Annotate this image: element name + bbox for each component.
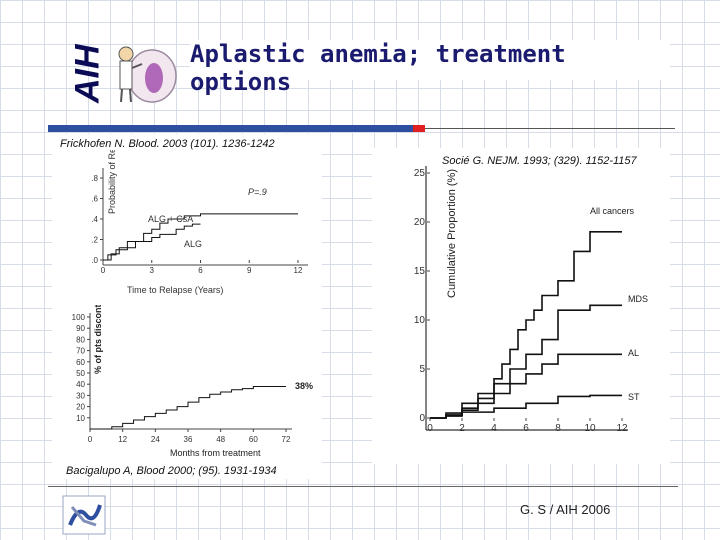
citation-frickhofen: Frickhofen N. Blood. 2003 (101). 1236-12… bbox=[60, 138, 275, 150]
x-tick-label: 48 bbox=[216, 435, 225, 444]
series-line-0 bbox=[90, 385, 286, 430]
header-rule-bar bbox=[48, 125, 413, 132]
series-label-0: All cancers bbox=[590, 206, 635, 216]
x-tick-label: 12 bbox=[616, 423, 628, 434]
y-tick-label: 20 bbox=[414, 217, 426, 228]
y-tick-label: 15 bbox=[414, 266, 426, 277]
y-tick-label: 0 bbox=[419, 413, 425, 424]
left-figure-panel bbox=[52, 134, 322, 479]
series-label-2: AL bbox=[628, 348, 639, 358]
series-line-0 bbox=[430, 231, 622, 419]
y-tick-label: 10 bbox=[76, 414, 85, 423]
x-tick-label: 8 bbox=[555, 423, 561, 434]
relapse-series-label-alg-csa: ALG + CsA bbox=[148, 214, 193, 224]
x-tick-label: 0 bbox=[427, 423, 433, 434]
doctor-cartoon-icon bbox=[118, 46, 177, 103]
y-tick-label: 25 bbox=[414, 168, 426, 179]
footer-rule bbox=[48, 486, 678, 487]
citation-bacigalupo: Bacigalupo A, Blood 2000; (95). 1931-193… bbox=[66, 465, 277, 477]
x-tick-label: 6 bbox=[198, 266, 203, 275]
y-tick-label: .8 bbox=[91, 174, 98, 183]
y-tick-label: 80 bbox=[76, 335, 85, 344]
x-tick-label: 0 bbox=[88, 435, 93, 444]
relapse-chart-xlabel: Time to Relapse (Years) bbox=[127, 285, 223, 295]
x-tick-label: 12 bbox=[294, 266, 303, 275]
series-label-1: MDS bbox=[628, 294, 648, 304]
x-tick-label: 6 bbox=[523, 423, 529, 434]
x-tick-label: 0 bbox=[101, 266, 106, 275]
y-tick-label: 50 bbox=[76, 369, 85, 378]
x-tick-label: 3 bbox=[150, 266, 155, 275]
x-tick-label: 4 bbox=[491, 423, 497, 434]
x-tick-label: 60 bbox=[249, 435, 258, 444]
cya-chart-ylabel: % of pts discontinuing CyA bbox=[93, 305, 103, 374]
y-tick-label: .6 bbox=[91, 195, 98, 204]
y-tick-label: .2 bbox=[91, 236, 98, 245]
header-rule-accent bbox=[413, 125, 425, 132]
institution-logo-icon bbox=[62, 495, 106, 535]
relapse-series-label-alg: ALG bbox=[184, 239, 202, 249]
y-tick-label: 40 bbox=[76, 380, 85, 389]
x-tick-label: 72 bbox=[282, 435, 291, 444]
header-rule-line bbox=[425, 128, 675, 129]
cya-chart: 10 20 30 40 50 60 70 80 90 100 0 12 24 36 48 60 72 % of… bbox=[72, 305, 313, 458]
y-tick-label: 20 bbox=[76, 403, 85, 412]
page-title: Aplastic anemia; treatment options bbox=[190, 40, 670, 96]
relapse-chart: .0 .2 .4 .6 .8 0 3 6 9 12 Probability of Relapse… bbox=[91, 150, 308, 295]
series-line-0 bbox=[103, 213, 298, 261]
y-tick-label: 5 bbox=[419, 364, 425, 375]
x-tick-label: 12 bbox=[118, 435, 127, 444]
cya-chart-annotation: 38% bbox=[295, 381, 313, 391]
footer-credit: G. S / AIH 2006 bbox=[520, 502, 611, 517]
series-line-1 bbox=[103, 223, 201, 261]
y-tick-label: 100 bbox=[72, 313, 86, 322]
y-tick-label: 90 bbox=[76, 324, 85, 333]
cya-chart-xlabel: Months from treatment bbox=[170, 448, 261, 458]
x-tick-label: 10 bbox=[584, 423, 596, 434]
series-label-3: ST bbox=[628, 392, 640, 402]
x-tick-label: 9 bbox=[247, 266, 252, 275]
relapse-chart-annotation: P=.9 bbox=[248, 187, 267, 197]
y-tick-label: 10 bbox=[414, 315, 426, 326]
citation-socie: Socié G. NEJM. 1993; (329). 1152-1157 bbox=[442, 155, 637, 167]
relapse-chart-ylabel: Probability of Relapse bbox=[107, 150, 117, 214]
aih-logo: AIH bbox=[68, 44, 107, 104]
x-tick-label: 2 bbox=[459, 423, 465, 434]
x-tick-label: 24 bbox=[151, 435, 160, 444]
y-tick-label: 70 bbox=[76, 347, 85, 356]
cumulative-chart-ylabel: Cumulative Proportion (%) bbox=[446, 169, 458, 298]
y-tick-label: .4 bbox=[91, 215, 98, 224]
x-tick-label: 36 bbox=[184, 435, 193, 444]
y-tick-label: .0 bbox=[91, 256, 98, 265]
series-line-3 bbox=[430, 394, 622, 419]
y-tick-label: 60 bbox=[76, 358, 85, 367]
y-tick-label: 30 bbox=[76, 391, 85, 400]
series-line-2 bbox=[430, 353, 622, 419]
